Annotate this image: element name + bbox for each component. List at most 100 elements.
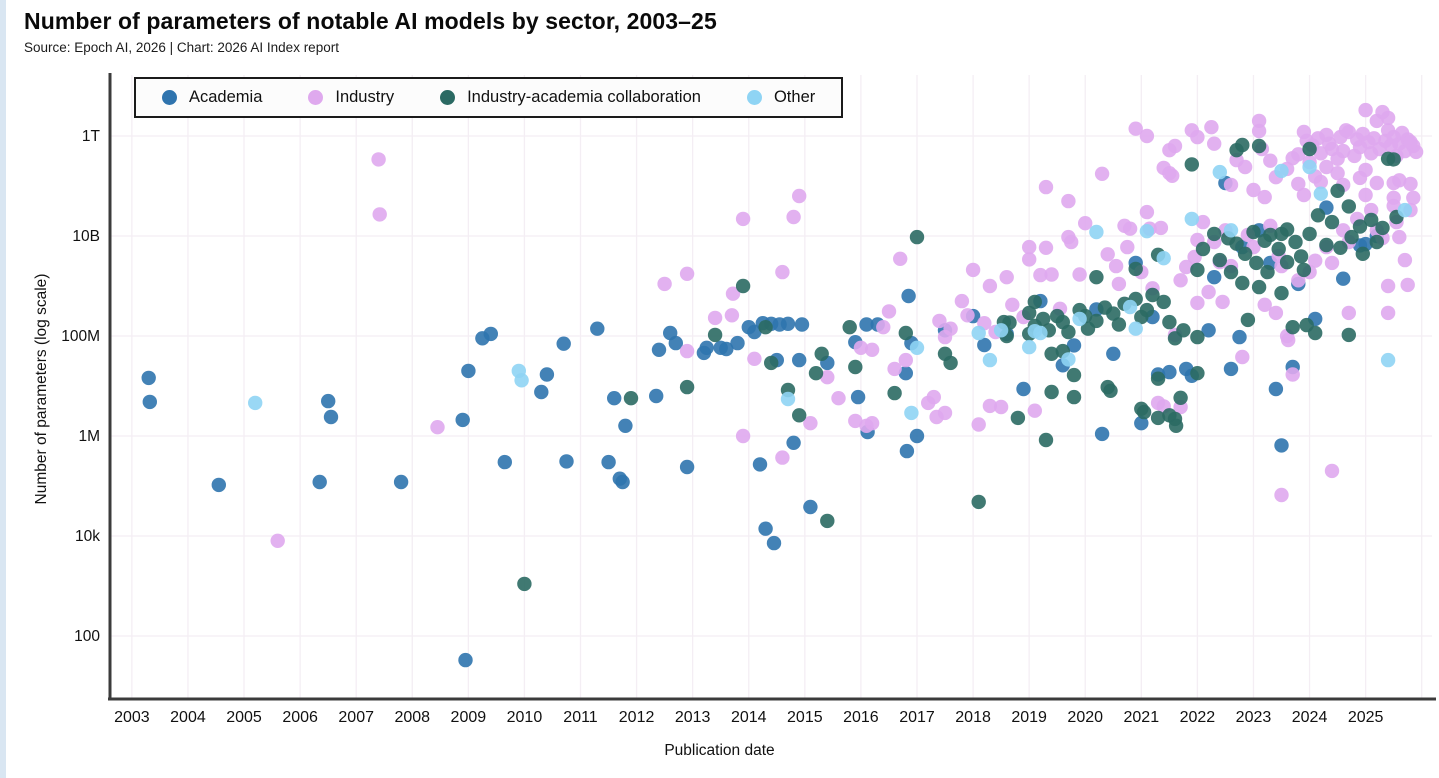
chart-subtitle: Source: Epoch AI, 2026 | Chart: 2026 AI … [24, 40, 339, 55]
collaboration-legend-dot-icon [440, 90, 456, 105]
x-tick-label: 2012 [619, 709, 655, 726]
x-tick-label: 2020 [1067, 709, 1103, 726]
data-point [321, 393, 336, 409]
data-point [859, 317, 874, 332]
data-point [1044, 267, 1059, 282]
data-point [601, 454, 616, 470]
data-point [724, 308, 740, 323]
x-tick-label: 2006 [282, 709, 318, 726]
y-tick-label: 10B [72, 228, 100, 245]
data-point [1128, 321, 1143, 336]
data-point [898, 325, 913, 341]
data-point [1016, 381, 1031, 397]
data-point [937, 405, 953, 421]
data-point [1223, 361, 1239, 377]
data-point [707, 327, 723, 343]
data-point [1235, 349, 1250, 365]
data-point [1251, 123, 1267, 139]
data-point [1150, 410, 1166, 426]
data-point [752, 457, 768, 472]
data-point [1106, 346, 1121, 361]
data-point [699, 340, 714, 355]
data-point [758, 320, 773, 335]
data-point [590, 321, 605, 336]
data-point [1139, 204, 1155, 220]
data-point [1380, 305, 1396, 321]
data-point [850, 389, 866, 405]
x-tick-label: 2003 [114, 709, 150, 726]
data-point [1232, 329, 1247, 345]
data-point [758, 521, 773, 536]
data-point [430, 420, 445, 435]
data-point [1167, 138, 1183, 154]
data-point [517, 576, 532, 592]
data-point [1355, 246, 1371, 261]
data-point [1021, 239, 1037, 255]
data-point [1078, 216, 1093, 231]
data-point [982, 398, 998, 414]
data-point [1319, 159, 1334, 175]
data-point [657, 276, 672, 292]
data-point [1165, 168, 1180, 183]
data-point [1089, 313, 1104, 329]
data-point [668, 335, 683, 351]
data-point [775, 264, 790, 280]
data-point [1322, 136, 1337, 151]
data-point [898, 352, 913, 368]
data-point [977, 337, 992, 353]
data-point [248, 395, 263, 411]
data-point [803, 416, 818, 431]
data-point [926, 389, 941, 405]
data-point [1061, 352, 1076, 367]
data-point [1122, 221, 1138, 236]
data-point [1223, 264, 1239, 280]
data-point [747, 351, 762, 366]
legend-label-academia: Academia [189, 88, 263, 106]
data-point [792, 408, 807, 423]
data-point [803, 499, 818, 515]
data-point [211, 477, 226, 493]
y-tick-labels: 1T 10B 100M 1M 10k 100 [61, 128, 100, 645]
data-point [901, 288, 916, 304]
x-tick-label: 2022 [1180, 709, 1216, 726]
data-point [881, 304, 897, 319]
data-point [864, 416, 880, 431]
data-point [1033, 267, 1048, 283]
data-point [1229, 236, 1244, 251]
data-point [539, 367, 555, 382]
data-point [270, 533, 285, 548]
data-point [1279, 222, 1295, 237]
data-point [312, 474, 327, 490]
data-point [971, 417, 986, 432]
data-point [1027, 294, 1043, 310]
data-point [556, 336, 571, 351]
x-tick-label: 2024 [1292, 709, 1328, 726]
data-point [1184, 157, 1200, 172]
series-other [248, 159, 1413, 421]
y-tick-label: 1M [78, 428, 100, 445]
data-point [1313, 146, 1329, 161]
x-tick-label: 2010 [507, 709, 543, 726]
x-tick-label: 2013 [675, 709, 711, 726]
data-point [887, 385, 902, 401]
window-edge-strip [0, 0, 6, 778]
data-point [848, 359, 863, 375]
legend-item-other: Other [746, 88, 815, 107]
data-point [1184, 211, 1200, 227]
data-point [1223, 177, 1239, 193]
data-point [679, 266, 695, 281]
data-point [1319, 237, 1334, 253]
data-point [1156, 294, 1171, 310]
data-point [1162, 314, 1177, 330]
data-point [1122, 299, 1138, 315]
data-point [458, 652, 473, 668]
data-point [707, 310, 723, 326]
legend-item-industry: Industry [308, 88, 394, 107]
data-point [1237, 246, 1253, 261]
data-point [1285, 367, 1300, 382]
data-point [943, 321, 958, 336]
data-point [1310, 208, 1326, 223]
data-point [971, 494, 986, 510]
data-point [1313, 186, 1329, 201]
x-axis-title: Publication date [664, 742, 775, 759]
